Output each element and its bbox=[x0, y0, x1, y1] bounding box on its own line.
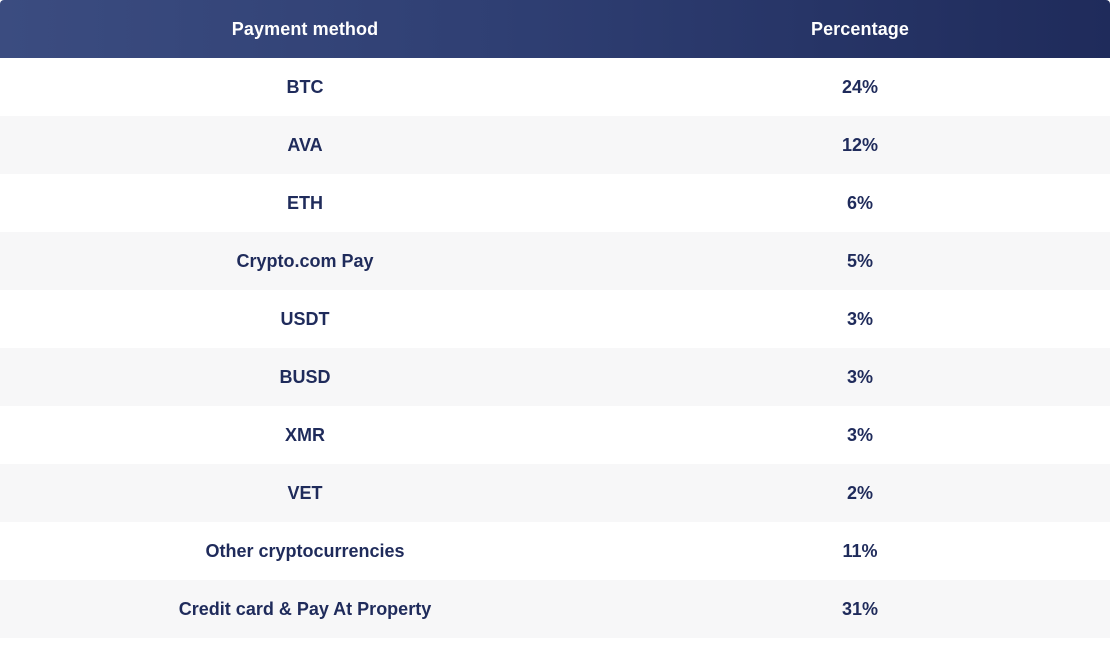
payment-method-cell: BUSD bbox=[279, 366, 331, 387]
table-row: AVA 12% bbox=[0, 116, 1110, 174]
header-row: Payment method Percentage bbox=[0, 0, 1110, 58]
percentage-cell: 2% bbox=[846, 482, 873, 503]
percentage-cell: 3% bbox=[846, 366, 873, 387]
table-row: USDT 3% bbox=[0, 290, 1110, 348]
payment-method-cell: ETH bbox=[287, 192, 323, 213]
percentage-cell: 3% bbox=[846, 424, 873, 445]
table-body: BTC 24% AVA 12% ETH 6% Crypto.com Pay 5%… bbox=[0, 58, 1110, 638]
payment-method-cell: BTC bbox=[286, 76, 324, 97]
table-row: VET 2% bbox=[0, 464, 1110, 522]
payment-method-cell: Credit card & Pay At Property bbox=[178, 598, 432, 619]
percentage-cell: 11% bbox=[842, 540, 878, 561]
column-header-payment-method: Payment method bbox=[231, 18, 379, 39]
table-row: ETH 6% bbox=[0, 174, 1110, 232]
percentage-cell: 31% bbox=[841, 598, 879, 619]
payment-method-cell: VET bbox=[287, 482, 323, 503]
percentage-cell: 12% bbox=[841, 134, 879, 155]
table-header: Payment method Percentage bbox=[0, 0, 1110, 58]
table-row: Other cryptocurrencies 11% bbox=[0, 522, 1110, 580]
table-row: Credit card & Pay At Property 31% bbox=[0, 580, 1110, 638]
percentage-cell: 3% bbox=[846, 308, 873, 329]
payment-method-cell: Other cryptocurrencies bbox=[205, 540, 405, 561]
table-row: BTC 24% bbox=[0, 58, 1110, 116]
table-row: XMR 3% bbox=[0, 406, 1110, 464]
percentage-cell: 5% bbox=[846, 250, 873, 271]
payment-method-cell: AVA bbox=[287, 134, 323, 155]
payment-method-cell: USDT bbox=[280, 308, 330, 329]
table-row: Crypto.com Pay 5% bbox=[0, 232, 1110, 290]
percentage-cell: 6% bbox=[846, 192, 873, 213]
column-header-percentage: Percentage bbox=[810, 18, 910, 39]
percentage-cell: 24% bbox=[841, 76, 879, 97]
table-row: BUSD 3% bbox=[0, 348, 1110, 406]
payment-method-cell: Crypto.com Pay bbox=[236, 250, 374, 271]
payment-method-cell: XMR bbox=[285, 424, 325, 445]
